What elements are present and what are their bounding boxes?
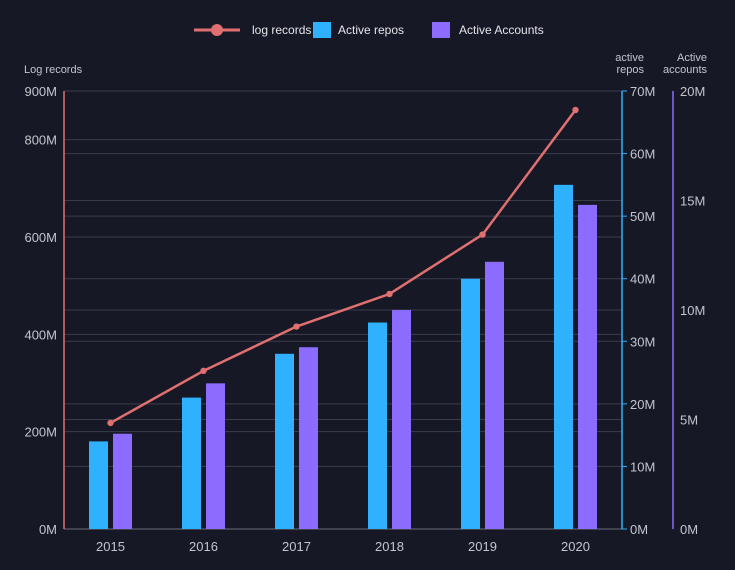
right-repos-tick-label: 40M (630, 272, 655, 287)
right-repos-tick-label: 30M (630, 334, 655, 349)
bar-active-repos (368, 322, 387, 529)
left-tick-label: 900M (24, 84, 57, 99)
left-tick-label: 0M (39, 522, 57, 537)
right-accounts-tick-label: 0M (680, 522, 698, 537)
line-point-log-records (107, 419, 114, 427)
x-tick-label: 2020 (561, 539, 590, 554)
line-point-log-records (572, 106, 579, 114)
bar-active-repos (89, 441, 108, 529)
right-accounts-tick-label: 15M (680, 194, 705, 209)
right-accounts-axis-title: accounts (663, 64, 708, 76)
right-repos-tick-label: 10M (630, 459, 655, 474)
right-accounts-tick-label: 10M (680, 303, 705, 318)
legend-marker-log-records (211, 24, 223, 36)
legend-swatch-active-accounts (432, 22, 450, 38)
right-accounts-tick-label: 20M (680, 84, 705, 99)
x-tick-label: 2017 (282, 539, 311, 554)
right-repos-tick-label: 60M (630, 147, 655, 162)
bar-active-repos (554, 184, 573, 529)
right-repos-tick-label: 20M (630, 397, 655, 412)
x-tick-label: 2018 (375, 539, 404, 554)
bar-active-accounts (113, 433, 132, 529)
left-tick-label: 800M (24, 133, 57, 148)
right-accounts-tick-label: 5M (680, 413, 698, 428)
left-axis-title: Log records (24, 64, 83, 76)
legend-label-log-records: log records (252, 23, 311, 37)
line-log-records (109, 109, 577, 424)
bar-active-repos (182, 397, 201, 529)
bar-active-accounts (206, 383, 225, 529)
legend-swatch-active-repos (313, 22, 331, 38)
right-repos-axis-title: repos (616, 64, 644, 76)
x-tick-label: 2016 (189, 539, 218, 554)
left-tick-label: 600M (24, 230, 57, 245)
line-point-log-records (293, 323, 300, 330)
line-point-log-records (200, 367, 207, 375)
legend-label-active-repos: Active repos (338, 23, 404, 37)
left-tick-label: 200M (24, 425, 57, 440)
bar-active-accounts (485, 261, 504, 529)
right-repos-axis-title: active (615, 52, 644, 64)
bar-active-repos (275, 353, 294, 529)
bar-active-accounts (299, 347, 318, 529)
right-accounts-axis-title: Active (677, 52, 707, 64)
x-tick-label: 2015 (96, 539, 125, 554)
x-tick-label: 2019 (468, 539, 497, 554)
right-repos-tick-label: 70M (630, 84, 655, 99)
line-point-log-records (386, 290, 393, 298)
legend-label-active-accounts: Active Accounts (459, 23, 544, 37)
line-point-log-records (479, 231, 486, 238)
bar-active-repos (461, 278, 480, 529)
right-repos-tick-label: 50M (630, 209, 655, 224)
bar-active-accounts (392, 310, 411, 529)
left-tick-label: 400M (24, 327, 57, 342)
right-repos-tick-label: 0M (630, 522, 648, 537)
bar-active-accounts (578, 204, 597, 529)
